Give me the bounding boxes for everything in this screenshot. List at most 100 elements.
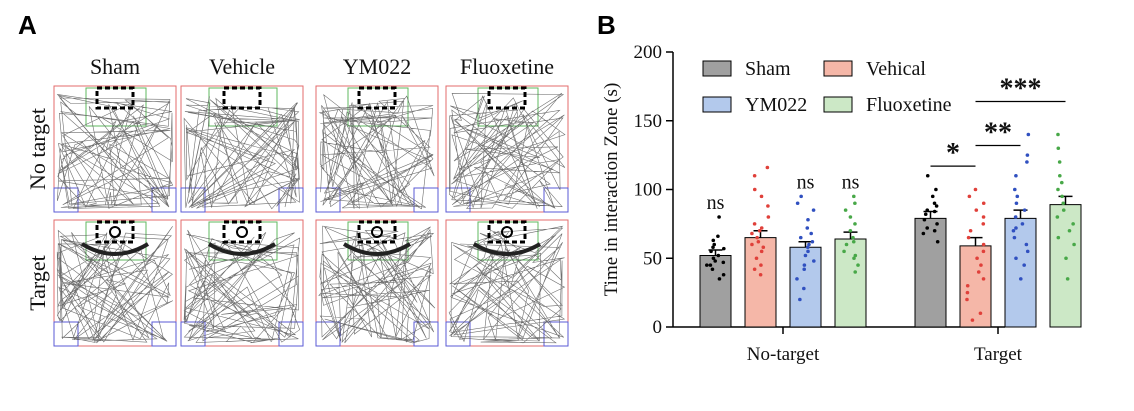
dense-track-arc (207, 242, 277, 256)
corner-zone (180, 187, 206, 213)
data-point (710, 267, 715, 272)
target-enclosure (95, 86, 135, 110)
movement-track (318, 94, 435, 210)
movement-track (448, 92, 566, 209)
data-point (925, 226, 930, 230)
data-point (759, 194, 764, 199)
data-point (1065, 277, 1070, 281)
column-label: Fluoxetine (460, 54, 554, 79)
data-point (712, 242, 717, 247)
data-point (851, 235, 855, 240)
data-point (759, 263, 763, 267)
data-point (752, 187, 757, 192)
track-plot-grid: A Sham Vehicle YM022 Fluoxetine No target Tar… (18, 10, 569, 347)
bar-chart: B 0 50 100 150 200 Time in interaction Zone (… (597, 10, 1082, 365)
arena-border (315, 85, 439, 213)
data-point (811, 208, 816, 212)
corner-zone (180, 321, 206, 347)
target-mouse-icon (236, 226, 248, 238)
data-point (806, 249, 810, 254)
movement-track (56, 93, 174, 209)
bar (959, 245, 992, 328)
track-plot (53, 219, 177, 347)
corner-zone (315, 321, 341, 347)
data-point (1026, 132, 1031, 137)
data-point (1014, 256, 1018, 261)
data-point (848, 215, 853, 219)
data-point (802, 286, 806, 291)
data-point (806, 217, 810, 222)
target-enclosure (357, 220, 397, 244)
data-point (1057, 160, 1062, 164)
y-tick-label: 200 (634, 42, 663, 63)
data-point (976, 270, 981, 274)
data-point (965, 283, 970, 288)
data-point (721, 260, 726, 265)
target-enclosure (222, 86, 262, 110)
data-point (766, 215, 771, 219)
data-point (716, 253, 721, 258)
target-enclosure (487, 86, 527, 110)
data-point (925, 208, 930, 212)
data-point (856, 263, 860, 267)
row-label: Target (25, 255, 50, 310)
data-point (1012, 187, 1017, 192)
data-point (711, 238, 716, 243)
legend-swatch (702, 60, 732, 77)
arena-border (445, 85, 569, 213)
data-point (759, 226, 764, 230)
data-point (853, 201, 857, 206)
data-point (803, 253, 808, 258)
data-point (965, 290, 970, 295)
data-point (853, 253, 858, 258)
legend-swatch (823, 60, 853, 77)
track-plot (445, 219, 569, 347)
data-point (799, 194, 803, 199)
data-point (1013, 215, 1018, 219)
data-point (981, 222, 986, 226)
movement-track (318, 225, 436, 344)
bar (914, 217, 947, 328)
data-point (708, 263, 713, 267)
data-point (965, 297, 969, 302)
data-point (932, 209, 937, 214)
data-point (930, 194, 935, 199)
data-point (722, 246, 726, 251)
arena-border (53, 85, 177, 213)
data-point (981, 242, 986, 247)
data-point (752, 173, 757, 178)
corner-zone (53, 321, 79, 347)
data-point (807, 242, 811, 247)
data-point (851, 239, 856, 244)
data-point (978, 311, 983, 316)
data-point (1022, 208, 1027, 212)
data-point (970, 318, 975, 322)
data-point (852, 256, 856, 261)
data-point (1014, 201, 1019, 206)
target-enclosure (95, 220, 135, 244)
data-point (1071, 222, 1075, 226)
data-point (1055, 215, 1060, 219)
data-point (1018, 277, 1023, 281)
data-point (798, 235, 803, 240)
track-plot (180, 219, 304, 347)
data-point (979, 263, 983, 267)
y-tick-label: 50 (643, 248, 662, 269)
data-point (802, 267, 807, 272)
data-point (853, 270, 858, 274)
arena-border (180, 85, 304, 213)
x-tick-label: Target (974, 344, 1023, 365)
data-point (716, 234, 720, 239)
y-tick-label: 0 (653, 317, 663, 338)
data-point (1014, 226, 1018, 230)
movement-track (56, 226, 174, 344)
data-point (717, 277, 722, 281)
data-point (974, 208, 979, 212)
data-point (844, 242, 849, 247)
column-label: Vehicle (209, 54, 275, 79)
data-point (966, 235, 971, 240)
data-point (853, 222, 857, 226)
data-point (810, 239, 815, 244)
data-point (1025, 153, 1030, 157)
data-point (765, 165, 770, 170)
